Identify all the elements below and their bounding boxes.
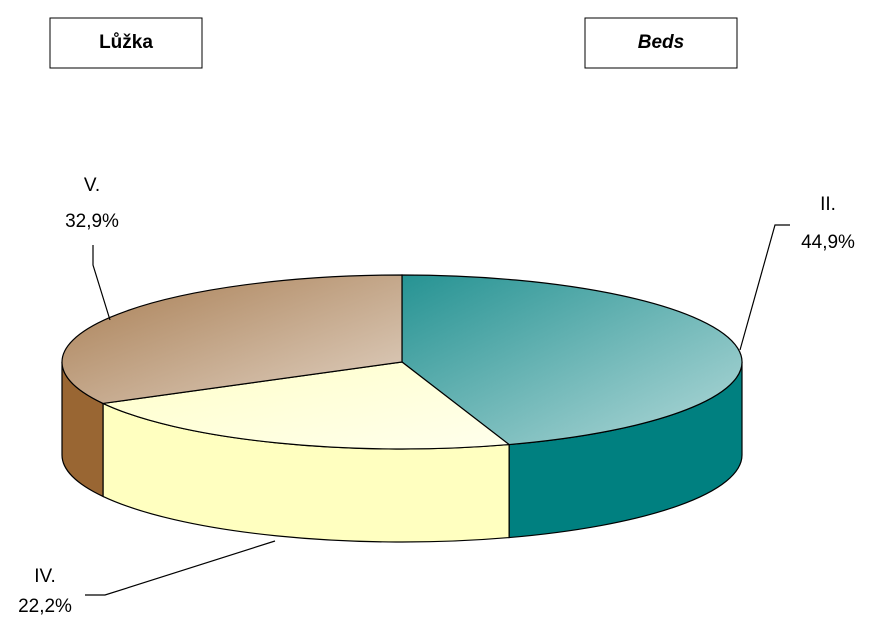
data-label: 22,2% bbox=[18, 596, 72, 617]
title-box bbox=[584, 17, 738, 69]
slice bbox=[61, 274, 403, 405]
leader-line bbox=[92, 245, 111, 321]
slice bbox=[100, 361, 511, 450]
leader-line bbox=[85, 540, 276, 596]
leader-line bbox=[739, 224, 790, 351]
slice-label: IV. bbox=[34, 566, 56, 587]
data-label: 44,9% bbox=[801, 232, 855, 253]
data-label: 32,9% bbox=[65, 211, 119, 232]
slice-label: II. bbox=[820, 194, 836, 215]
title: Lůžka bbox=[99, 32, 153, 53]
title: Beds bbox=[638, 32, 684, 53]
slice-label: V. bbox=[84, 175, 100, 196]
title-box bbox=[49, 17, 203, 69]
slice bbox=[401, 274, 743, 446]
